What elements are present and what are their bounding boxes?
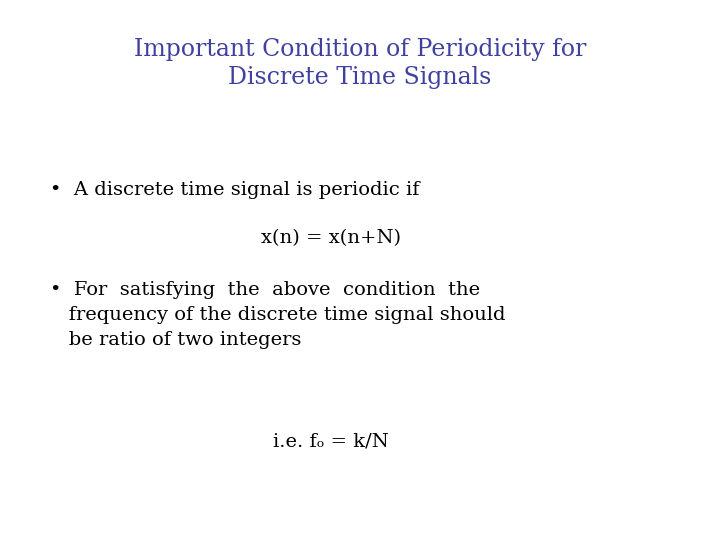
Text: •  For  satisfying  the  above  condition  the
   frequency of the discrete time: • For satisfying the above condition the… <box>50 281 506 349</box>
Text: Important Condition of Periodicity for
Discrete Time Signals: Important Condition of Periodicity for D… <box>134 38 586 89</box>
Text: i.e. fₒ = k/N: i.e. fₒ = k/N <box>274 432 389 450</box>
Text: •  A discrete time signal is periodic if: • A discrete time signal is periodic if <box>50 181 420 199</box>
Text: x(n) = x(n+N): x(n) = x(n+N) <box>261 230 401 247</box>
